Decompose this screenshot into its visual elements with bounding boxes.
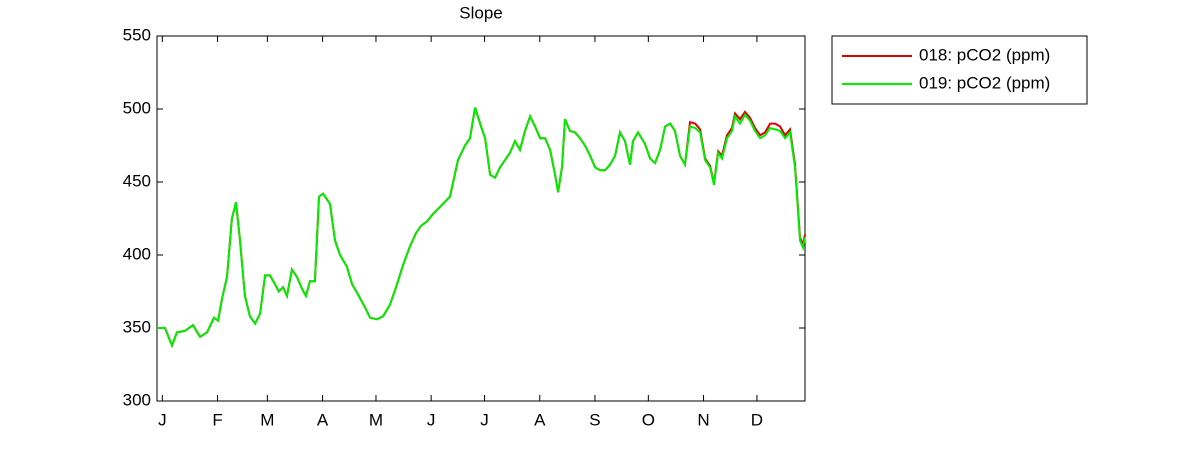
x-tick-label: D [751,410,763,429]
legend-label: 019: pCO2 (ppm) [919,73,1050,92]
x-tick-label: S [589,410,600,429]
y-tick-label: 350 [123,317,151,336]
x-tick-label: A [317,410,329,429]
y-tick-label: 500 [123,98,151,117]
y-tick-label: 300 [123,390,151,409]
x-tick-label: J [480,410,489,429]
x-tick-label: M [260,410,274,429]
x-tick-label: O [642,410,655,429]
y-tick-label: 400 [123,244,151,263]
legend-box [831,35,1088,105]
x-tick-label: J [158,410,167,429]
y-tick-label: 450 [123,171,151,190]
legend-label: 018: pCO2 (ppm) [919,45,1050,64]
x-tick-label: A [534,410,546,429]
x-tick-label: J [427,410,436,429]
x-tick-label: N [697,410,709,429]
x-tick-label: F [212,410,222,429]
plot-area [156,35,806,402]
line [157,107,806,349]
chart-title: Slope [459,3,502,22]
y-tick-label: 550 [123,25,151,44]
x-tick-label: M [369,410,383,429]
